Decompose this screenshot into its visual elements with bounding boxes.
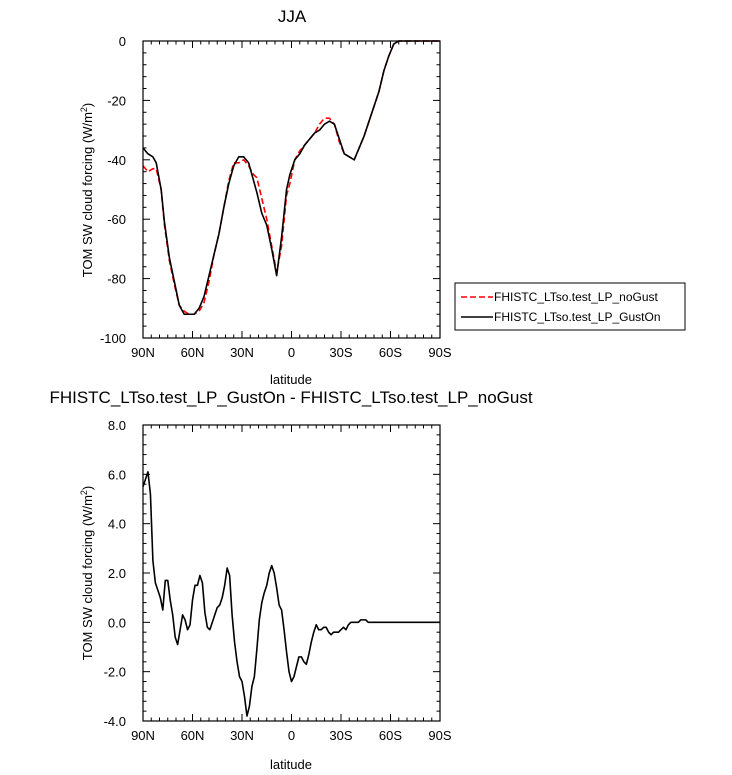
bottom-chart-title: FHISTC_LTso.test_LP_GustOn - FHISTC_LTso…: [49, 388, 532, 407]
bottom-y-axis-label: TOM SW cloud forcing (W/m2): [79, 486, 95, 661]
top-series-line-1: [142, 40, 440, 316]
top-y-tick-label: -80: [107, 272, 126, 287]
top-y-axis-label: TOM SW cloud forcing (W/m2): [79, 103, 95, 278]
top-x-tick-label: 60N: [181, 345, 205, 360]
bottom-y-tick-label: 6.0: [108, 467, 126, 482]
top-y-axis-label-close: ): [80, 103, 95, 107]
bottom-y-axis-label-sup: 2: [79, 490, 89, 495]
bottom-series-line-0: [142, 471, 440, 717]
top-y-tick-label: -20: [107, 93, 126, 108]
top-plot-frame: [142, 40, 441, 339]
top-chart-title: JJA: [278, 7, 307, 26]
legend: FHISTC_LTso.test_LP_noGust FHISTC_LTso.t…: [454, 282, 686, 331]
bottom-y-axis-label-main: TOM SW cloud forcing (W/m: [80, 495, 95, 660]
bottom-x-tick-label: 0: [288, 728, 295, 743]
bottom-panel: FHISTC_LTso.test_LP_GustOn - FHISTC_LTso…: [49, 388, 532, 772]
legend-label-nogust: FHISTC_LTso.test_LP_noGust: [494, 290, 659, 304]
bottom-x-tick-label: 30S: [329, 728, 352, 743]
bottom-y-axis-label-close: ): [80, 486, 95, 490]
top-x-tick-label: 0: [288, 345, 295, 360]
bottom-x-tick-label: 90S: [428, 728, 451, 743]
bottom-x-tick-label: 90N: [131, 728, 155, 743]
bottom-x-tick-label: 30N: [230, 728, 254, 743]
top-y-axis-label-main: TOM SW cloud forcing (W/m: [80, 112, 95, 277]
bottom-y-tick-label: 4.0: [108, 517, 126, 532]
top-y-tick-label: -100: [100, 331, 126, 346]
bottom-x-tick-label: 60S: [379, 728, 402, 743]
top-x-tick-label: 90N: [131, 345, 155, 360]
top-x-axis-label: latitude: [270, 372, 312, 387]
top-series-line-0: [142, 40, 440, 316]
bottom-y-tick-label: 0.0: [108, 615, 126, 630]
top-y-tick-label: 0: [119, 34, 126, 49]
legend-box: [454, 282, 686, 331]
bottom-x-axis-label: latitude: [270, 757, 312, 772]
top-panel: JJA 90N 60N 30N 0 30S 60S 90S 0 -20 -40 -60 -80 -100…: [79, 7, 686, 387]
bottom-y-tick-label: 2.0: [108, 566, 126, 581]
legend-label-guston: FHISTC_LTso.test_LP_GustOn: [494, 310, 661, 324]
top-y-axis-label-sup: 2: [79, 107, 89, 112]
bottom-y-tick-label: 8.0: [108, 418, 126, 433]
top-x-tick-label: 90S: [428, 345, 451, 360]
top-x-tick-label: 60S: [379, 345, 402, 360]
bottom-x-tick-label: 60N: [181, 728, 205, 743]
top-y-tick-label: -60: [107, 212, 126, 227]
top-y-tick-label: -40: [107, 153, 126, 168]
top-x-tick-label: 30S: [329, 345, 352, 360]
bottom-plot-frame: [142, 424, 441, 722]
top-x-tick-label: 30N: [230, 345, 254, 360]
bottom-y-tick-label: -4.0: [104, 714, 126, 729]
bottom-y-tick-label: -2.0: [104, 665, 126, 680]
